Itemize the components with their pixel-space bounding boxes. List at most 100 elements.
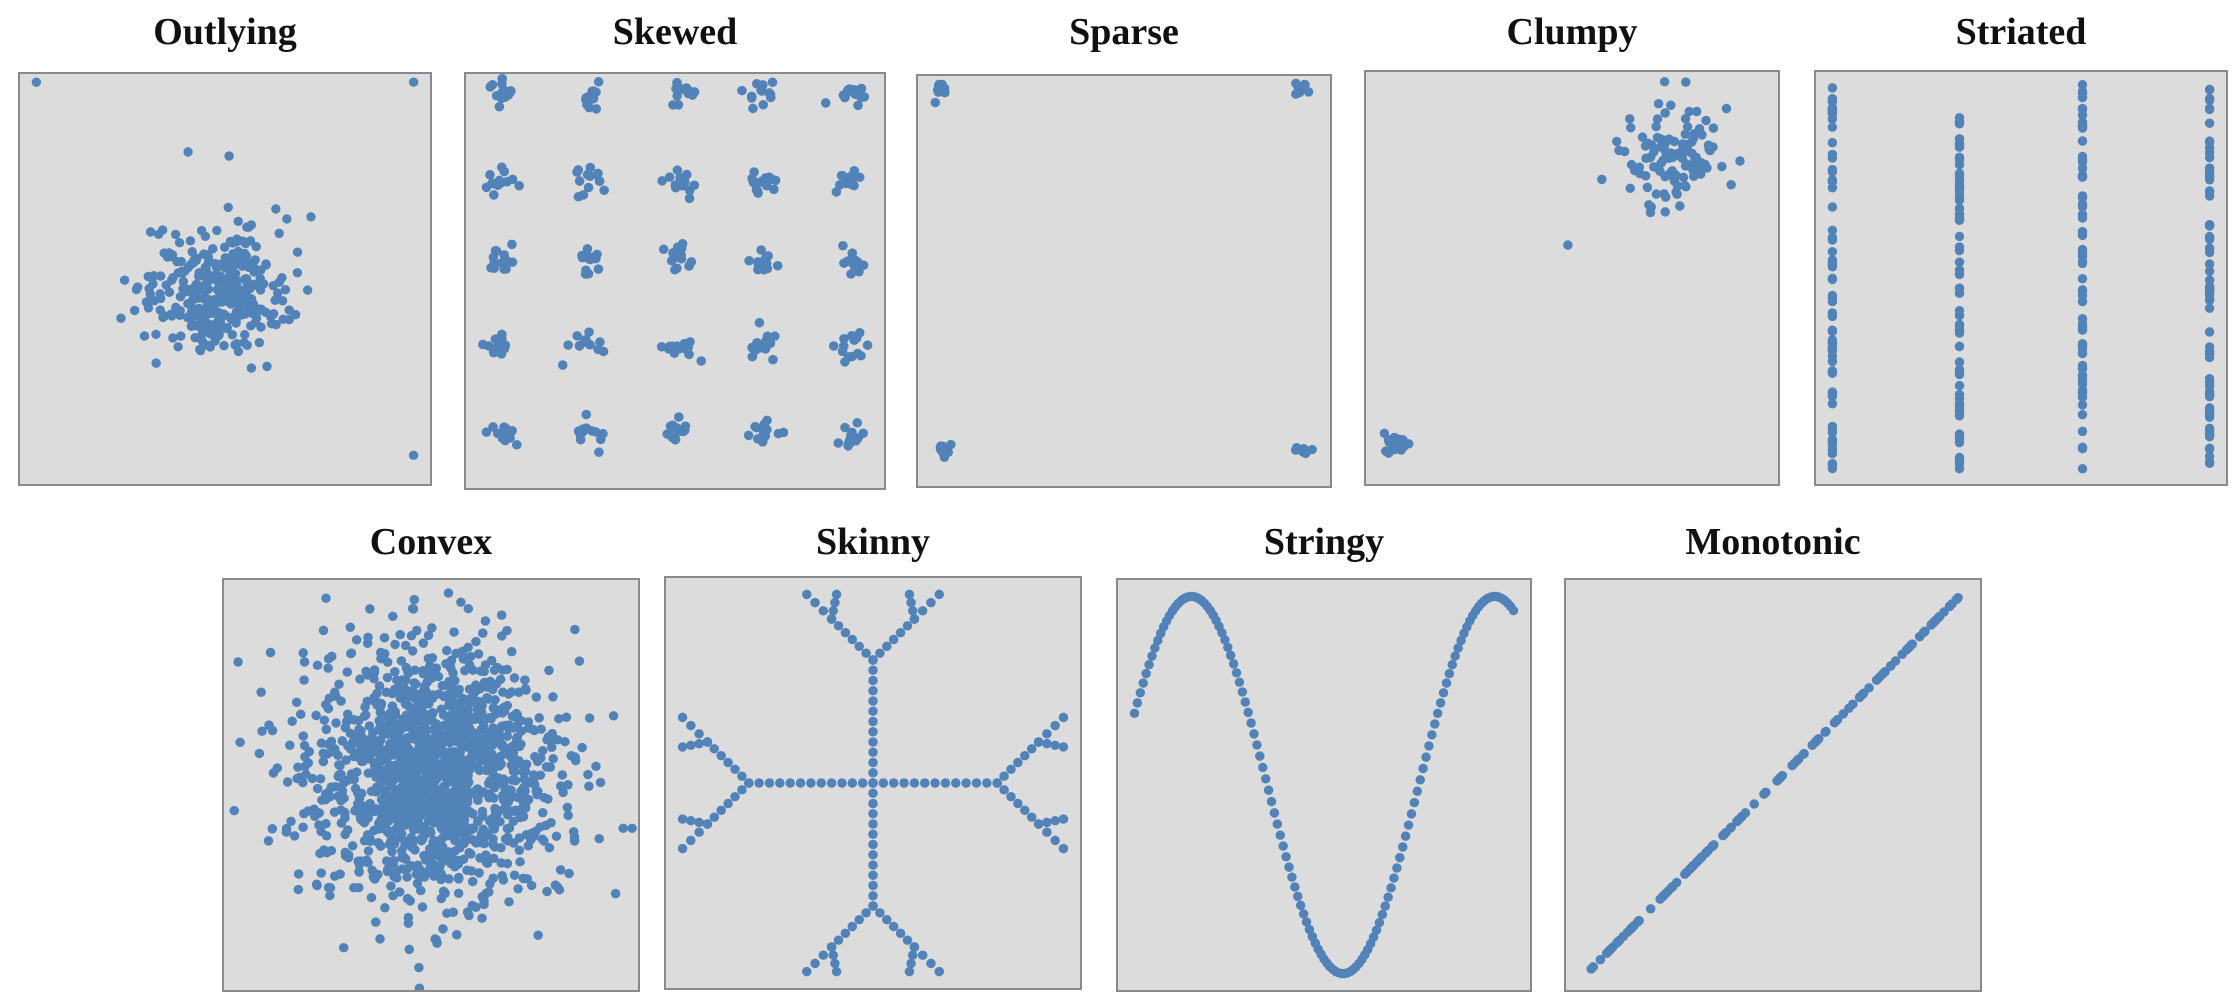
data-point [840,928,851,939]
data-point [1147,651,1157,661]
data-point [1645,904,1656,914]
data-point [266,318,277,329]
data-point [1954,393,1965,404]
data-point [393,733,403,743]
data-point [581,93,592,103]
data-point [854,914,864,925]
data-point [1726,180,1736,190]
data-point [1006,791,1016,802]
data-point [167,250,178,260]
data-point [265,647,276,658]
data-point [478,339,488,350]
data-point [404,734,415,744]
data-point [463,770,473,781]
data-point [256,687,266,697]
data-point [298,731,309,741]
data-point [926,958,936,969]
data-point [232,237,242,247]
data-point [1643,138,1654,149]
data-point [426,738,436,749]
data-point [1827,325,1838,335]
data-point [457,791,467,801]
data-point [868,655,878,665]
data-point [481,888,491,899]
data-point [519,774,530,784]
data-point [591,761,601,772]
data-point [1243,707,1253,718]
data-point [489,190,499,200]
data-point [375,647,386,658]
data-point [214,287,224,298]
data-point [293,884,304,895]
data-point [374,716,384,726]
data-point [558,787,568,798]
data-point [174,237,185,248]
data-point [2204,118,2215,128]
data-point [1281,851,1291,862]
data-point [677,712,688,723]
data-point [1386,883,1396,893]
data-point [171,302,181,313]
data-point [1033,819,1044,829]
data-point [321,818,331,829]
data-point [1827,246,1838,257]
data-point [278,314,288,325]
data-point [340,829,350,840]
data-point [451,648,461,659]
data-point [504,720,514,730]
data-point [447,751,457,761]
data-point [810,958,820,969]
data-point [400,759,411,769]
data-point [833,935,844,945]
data-point [1858,688,1869,698]
data-point [875,908,885,918]
data-point [502,176,512,187]
data-point [856,351,866,361]
data-point [322,749,333,759]
data-point [1954,175,1965,186]
data-point [694,827,704,837]
data-point [1644,200,1654,210]
data-point [528,724,538,735]
data-point [508,752,519,762]
data-point [284,305,294,315]
data-point [769,184,779,195]
data-point [1625,183,1635,194]
data-point [1667,152,1678,163]
data-point [301,769,311,780]
data-point [762,424,772,435]
data-point [857,778,868,788]
data-point [2077,348,2088,359]
data-point [1050,740,1060,750]
data-point [1252,740,1262,750]
data-point [1821,726,1831,737]
data-point [657,176,667,186]
data-point [390,639,400,650]
scatter-plot [1129,591,1519,979]
data-point [573,426,584,436]
data-point [677,742,688,752]
data-point [902,935,913,945]
data-point [1678,172,1689,183]
data-point [388,856,399,866]
data-point [2204,275,2215,285]
data-point [1269,808,1280,818]
data-point [1890,656,1901,666]
data-point [196,225,207,236]
data-point [520,675,530,685]
data-point [396,751,406,762]
data-point [1618,931,1629,942]
data-point [1947,599,1957,609]
data-point [233,258,244,269]
data-point [1415,775,1425,785]
data-point [461,721,472,731]
data-point [349,774,359,785]
data-point [868,798,878,809]
data-point [1827,122,1838,132]
data-point [801,966,812,977]
data-point [378,804,389,814]
data-point [862,340,873,350]
data-point [395,629,405,640]
data-point [1508,605,1519,616]
data-point [906,958,916,969]
